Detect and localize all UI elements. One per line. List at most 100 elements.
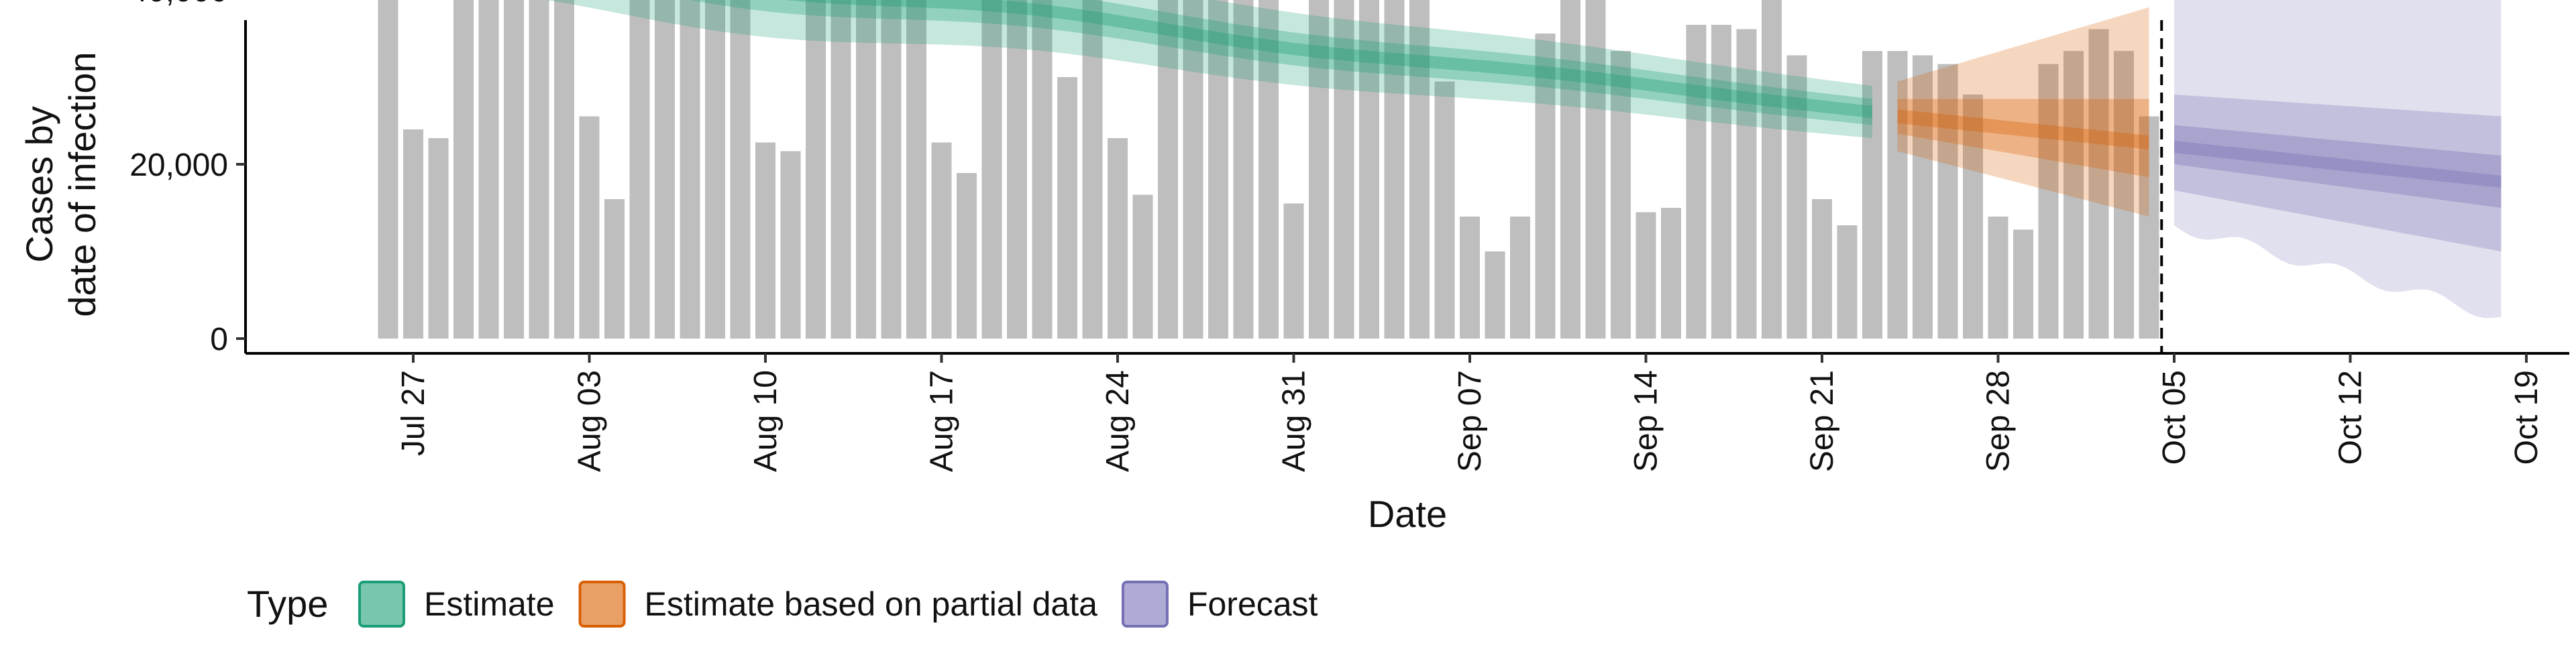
y-axis-label-line2: date of infection: [61, 52, 103, 316]
bar: [529, 0, 549, 339]
x-tick-label: Sep 28: [1981, 370, 2017, 472]
bar: [1158, 0, 1178, 339]
x-tick-label: Sep 14: [1629, 370, 1664, 472]
bar: [931, 142, 952, 339]
bar: [428, 138, 449, 339]
bar: [1937, 64, 1958, 339]
bar: [1485, 251, 1505, 339]
bar: [1762, 0, 1782, 339]
bar: [1711, 25, 1731, 339]
y-tick-label: 40,000: [129, 0, 228, 9]
partial-inner-band: [1897, 99, 2149, 178]
bar: [2114, 51, 2134, 339]
bar: [1057, 77, 1077, 339]
bar: [1686, 25, 1707, 339]
y-tick-label: 0: [210, 322, 228, 357]
bar: [655, 0, 675, 339]
bar: [1032, 0, 1053, 339]
bar: [1334, 0, 1354, 339]
bar: [1108, 138, 1128, 339]
forecast-inner-band: [2174, 125, 2502, 208]
bar: [2063, 51, 2084, 339]
x-axis-label: Date: [1368, 493, 1447, 535]
bar: [1510, 217, 1530, 339]
bar: [1560, 0, 1580, 339]
partial-outer-band: [1897, 7, 2149, 217]
bar: [453, 0, 474, 339]
x-tick-label: Oct 19: [2509, 370, 2544, 465]
bar: [1661, 208, 1681, 339]
bar: [957, 173, 977, 339]
bar: [1963, 95, 1983, 339]
bar: [1460, 217, 1480, 339]
bar: [1384, 0, 1405, 339]
legend: Type Estimate Estimate based on partial d…: [247, 581, 1318, 628]
legend-swatch: [578, 581, 626, 628]
bar: [1283, 203, 1304, 339]
x-ticks: Jul 27 Aug 03 Aug 10 Aug 17 Aug 24 Aug 31 Sep …: [396, 353, 2544, 472]
bar: [1635, 212, 1656, 339]
bar: [1913, 55, 1933, 339]
bar: [680, 0, 700, 339]
bar: [378, 0, 398, 339]
bar: [554, 0, 574, 339]
legend-item-label: Estimate: [424, 585, 555, 623]
bar: [2139, 116, 2159, 339]
bar: [1736, 29, 1757, 339]
bar: [1233, 0, 1254, 339]
bands-layer: [545, 0, 2502, 353]
bar: [1434, 81, 1455, 339]
bar: [1611, 51, 1631, 339]
x-tick-label: Aug 24: [1100, 370, 1136, 472]
bar: [579, 116, 600, 339]
estimate-inner-band: [690, 0, 1872, 125]
x-tick-label: Sep 21: [1805, 370, 1840, 472]
bar: [906, 0, 926, 339]
forecast-mid-band: [2174, 95, 2502, 251]
bar: [780, 151, 801, 339]
bar: [830, 0, 851, 339]
x-tick-label: Aug 10: [748, 370, 784, 472]
y-tick-label: 20,000: [129, 148, 228, 183]
legend-swatch: [1121, 581, 1169, 628]
bar: [1082, 0, 1103, 339]
x-tick-label: Aug 17: [924, 370, 960, 472]
bar: [730, 0, 751, 339]
x-tick-label: Oct 05: [2157, 370, 2192, 465]
bar: [2088, 29, 2109, 339]
bar: [1887, 51, 1908, 339]
bar: [1988, 217, 2008, 339]
bar: [1183, 0, 1203, 339]
forecast-outer-band: [2174, 0, 2502, 318]
bar: [856, 0, 876, 339]
bar: [604, 199, 625, 339]
x-tick-label: Aug 31: [1277, 370, 1312, 472]
bar: [1535, 34, 1556, 339]
bar: [478, 0, 499, 339]
bar: [1359, 0, 1379, 339]
bar: [1132, 194, 1153, 339]
estimate-median-band: [786, 0, 1872, 119]
legend-item-label: Estimate based on partial data: [645, 585, 1098, 623]
bars-layer: [378, 0, 2159, 339]
bar: [403, 129, 423, 339]
bar: [806, 0, 826, 339]
bar: [629, 0, 650, 339]
bar: [755, 142, 775, 339]
x-tick-label: Jul 27: [396, 370, 431, 456]
bar: [981, 0, 1002, 339]
bar: [2013, 229, 2033, 339]
legend-swatch: [358, 581, 405, 628]
partial-median-band: [1897, 109, 2149, 150]
y-ticks: 020,00040,00060,000: [129, 0, 246, 357]
estimate-outer-band: [545, 0, 1872, 138]
forecast-median-band: [2174, 140, 2502, 188]
bar: [1007, 0, 1027, 339]
bar: [1309, 0, 1329, 339]
y-axis-label-line1: Cases by: [18, 106, 60, 262]
x-tick-label: Aug 03: [572, 370, 608, 472]
bar: [2038, 64, 2059, 339]
bar: [705, 0, 725, 339]
